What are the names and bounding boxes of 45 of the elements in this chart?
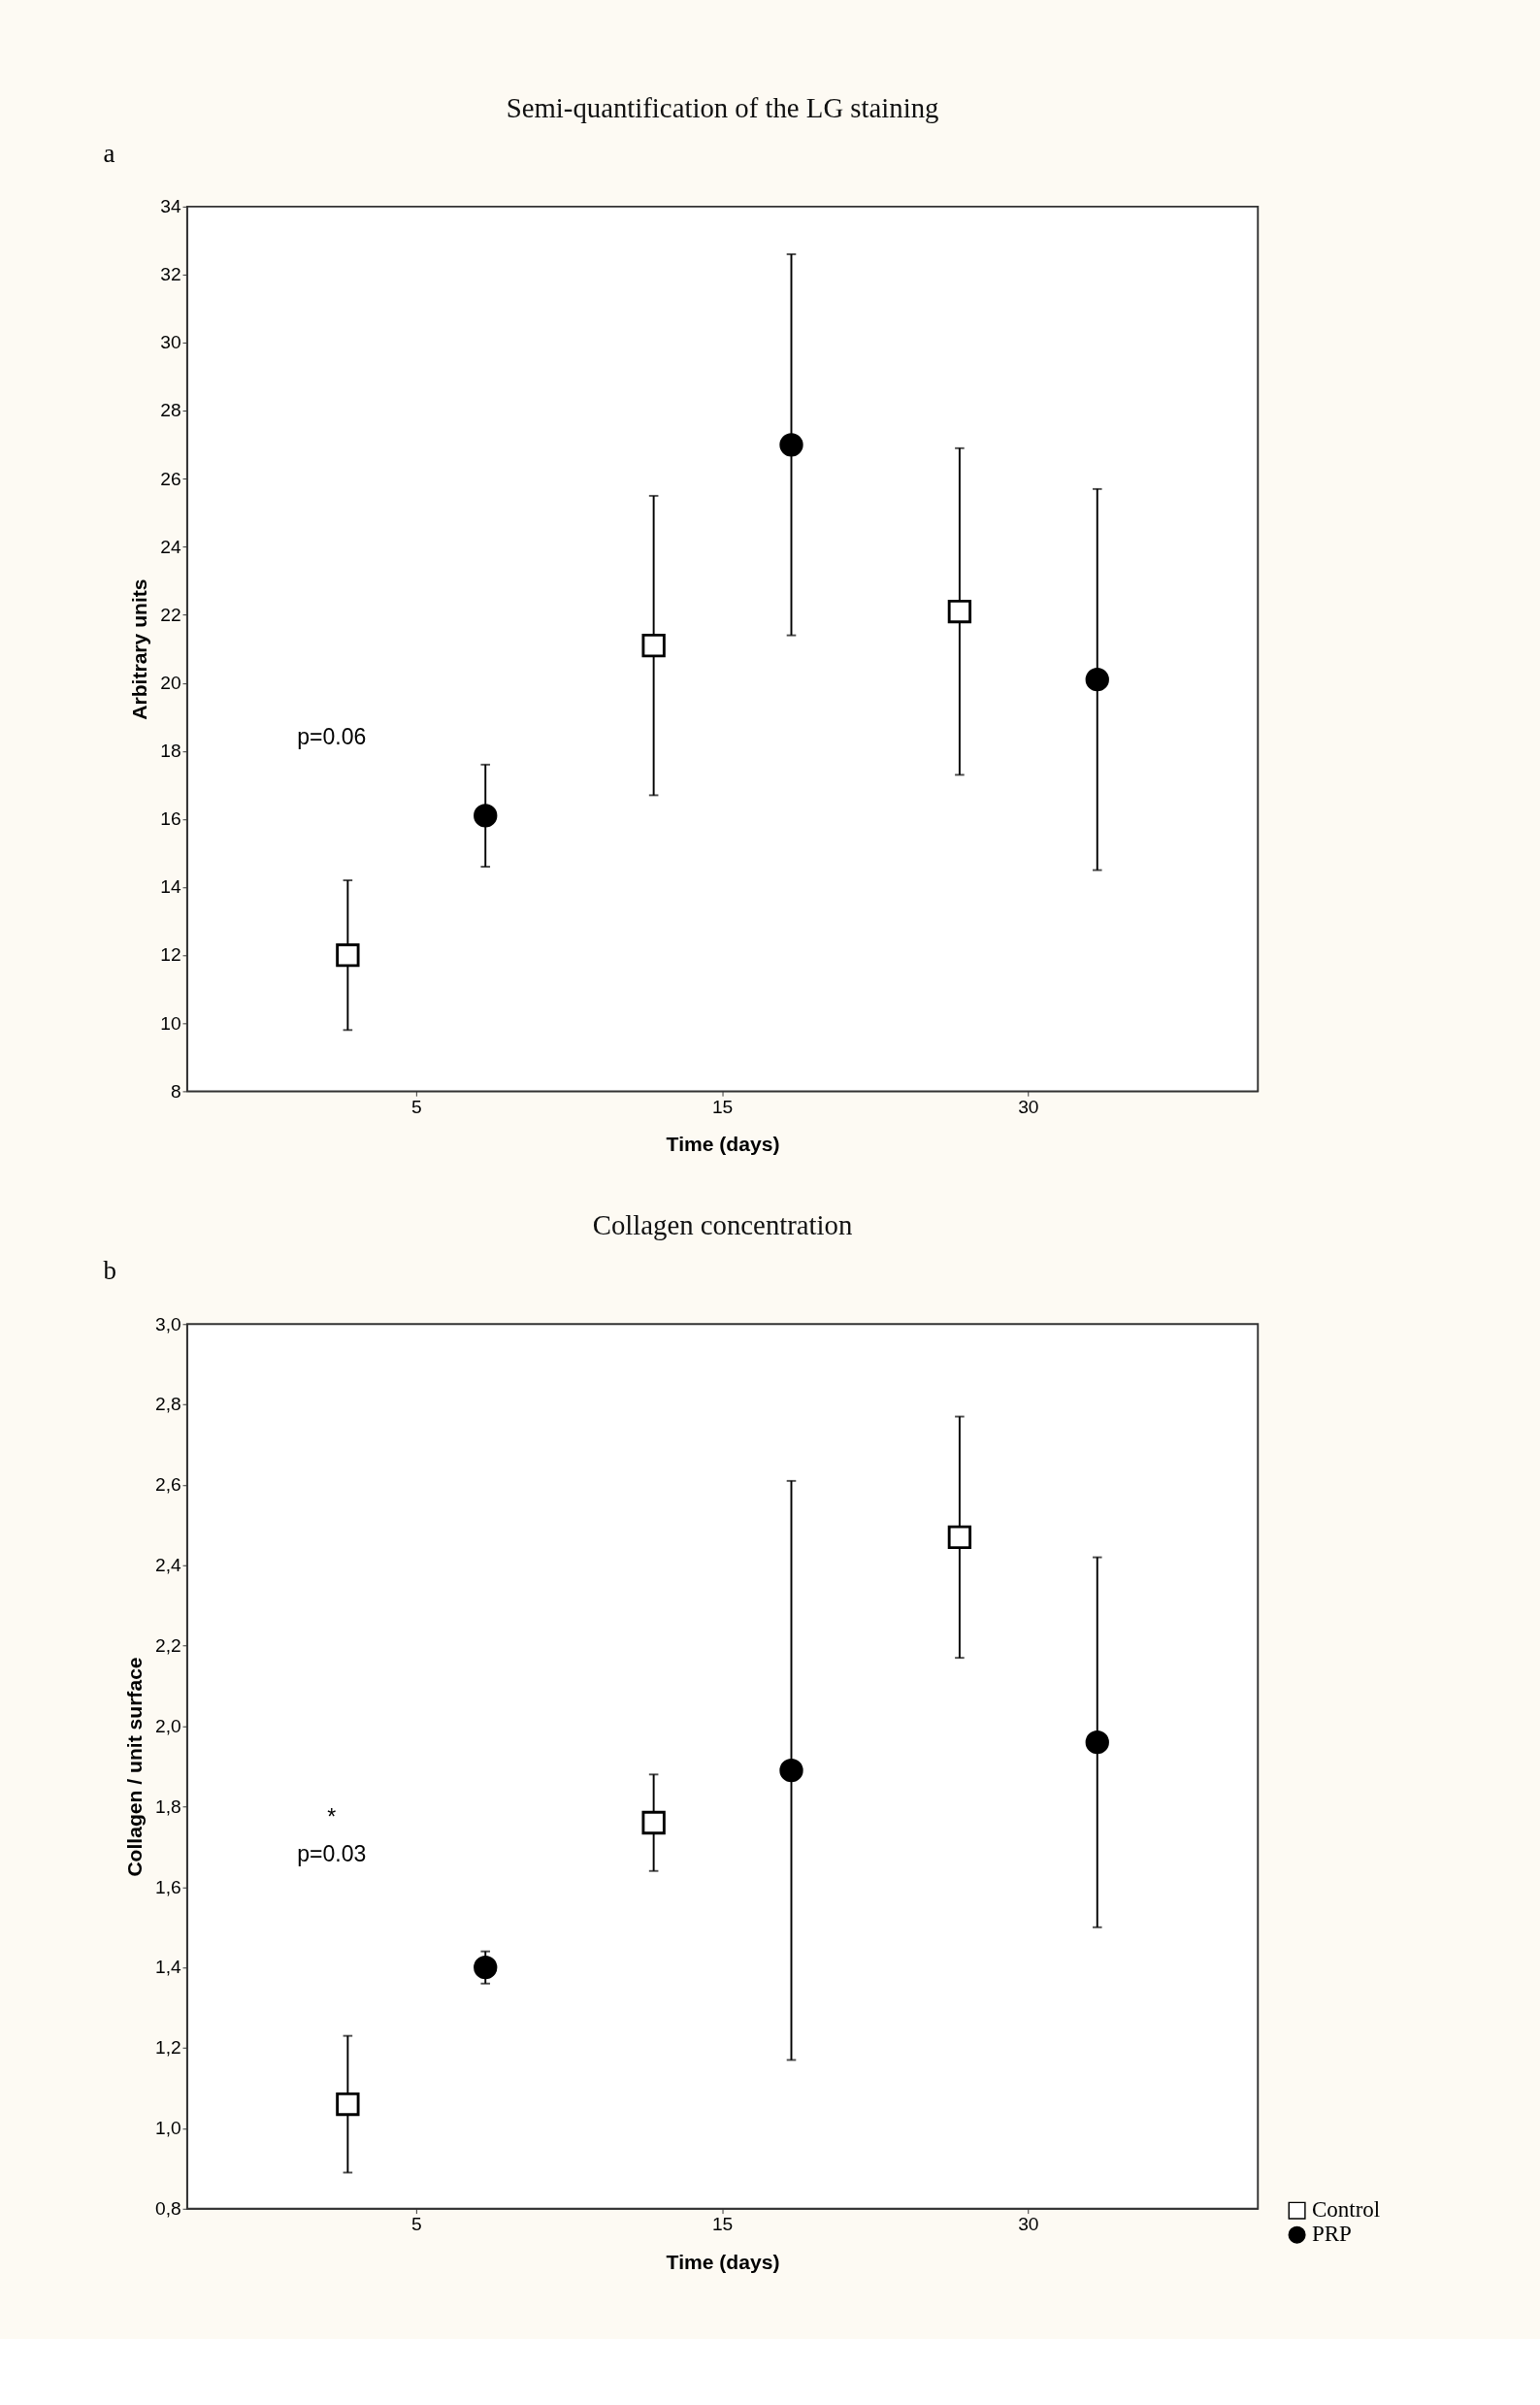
y-tick-label: 1,0 (154, 2118, 181, 2139)
annotation: * (327, 1803, 337, 1829)
y-tick-label: 1,2 (154, 2037, 181, 2059)
y-tick-label: 10 (160, 1012, 181, 1034)
chart-title: Semi-quantification of the LG staining (506, 91, 939, 123)
y-tick-label: 14 (160, 876, 181, 898)
y-axis-title: Collagen / unit surface (122, 1657, 146, 1877)
y-tick-label: 22 (160, 604, 181, 625)
y-tick-label: 28 (160, 400, 181, 421)
text: a (103, 138, 115, 168)
y-tick-label: 8 (170, 1080, 181, 1102)
y-tick-label: 2,0 (154, 1715, 181, 1736)
annotation: p=0.06 (297, 723, 367, 749)
legend-label: PRP (1311, 2221, 1352, 2247)
y-tick-label: 2,2 (154, 1634, 181, 1656)
x-axis-title: Time (days) (666, 1133, 780, 1156)
x-axis-title: Time (days) (666, 2250, 780, 2273)
y-tick-label: 3,0 (154, 1313, 181, 1334)
x-tick-label: 15 (711, 1096, 734, 1117)
x-tick-label: 30 (1018, 2214, 1039, 2235)
x-tick-label: 5 (410, 1096, 422, 1117)
y-tick-label: 1,4 (154, 1957, 181, 1978)
y-tick-label: 2,6 (154, 1474, 181, 1496)
x-tick-label: 30 (1018, 1096, 1039, 1117)
y-tick-label: 1,6 (154, 1876, 181, 1897)
x-tick-label: 15 (711, 2214, 734, 2235)
y-tick-label: 26 (160, 468, 181, 489)
y-tick-label: 1,8 (154, 1796, 181, 1817)
y-tick-label: 18 (160, 741, 181, 762)
y-tick-label: 16 (160, 808, 181, 830)
annotation: p=0.03 (297, 1840, 367, 1866)
y-tick-label: 2,4 (154, 1555, 181, 1576)
y-tick-label: 0,8 (154, 2198, 181, 2220)
x-tick-label: 5 (410, 2214, 422, 2235)
y-tick-label: 24 (160, 536, 181, 557)
y-tick-label: 30 (160, 332, 181, 353)
legend-label: Control (1311, 2196, 1381, 2223)
text: b (103, 1256, 116, 1286)
y-tick-label: 20 (160, 672, 181, 693)
y-axis-title: Arbitrary units (127, 578, 150, 720)
y-tick-label: 2,8 (154, 1394, 181, 1415)
y-tick-label: 12 (160, 944, 181, 966)
y-tick-label: 34 (160, 196, 181, 217)
y-tick-label: 32 (160, 264, 181, 285)
chart-title: Collagen concentration (592, 1209, 853, 1241)
